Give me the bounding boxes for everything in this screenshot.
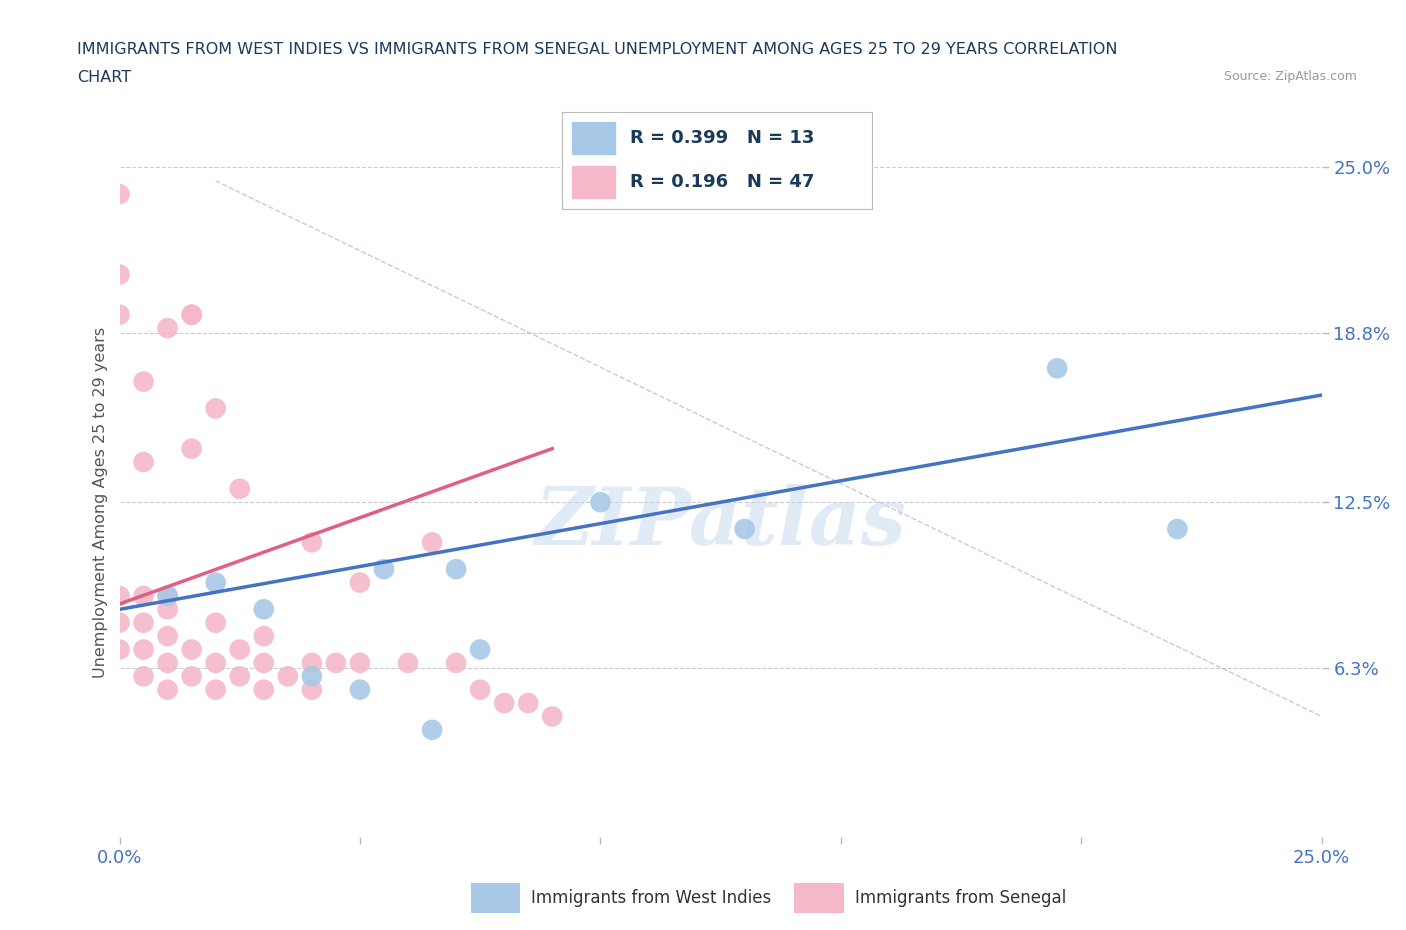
Point bbox=[204, 575, 226, 590]
Point bbox=[228, 482, 252, 497]
Point bbox=[325, 656, 347, 671]
Point bbox=[349, 683, 371, 698]
Point bbox=[253, 683, 276, 698]
Point bbox=[180, 642, 202, 657]
Text: Immigrants from West Indies: Immigrants from West Indies bbox=[531, 889, 772, 908]
Point bbox=[734, 522, 756, 537]
Point bbox=[132, 455, 155, 470]
Point bbox=[156, 683, 179, 698]
Point bbox=[180, 669, 202, 684]
Point bbox=[204, 683, 226, 698]
Point bbox=[301, 669, 323, 684]
Point bbox=[108, 307, 131, 322]
Point bbox=[132, 642, 155, 657]
Point bbox=[373, 562, 395, 577]
Point bbox=[253, 629, 276, 644]
Point bbox=[204, 401, 226, 416]
Point bbox=[444, 562, 467, 577]
Bar bbox=[572, 166, 614, 197]
Point bbox=[156, 629, 179, 644]
Point bbox=[108, 187, 131, 202]
Point bbox=[180, 307, 202, 322]
Text: R = 0.399   N = 13: R = 0.399 N = 13 bbox=[630, 129, 815, 147]
Point bbox=[541, 709, 564, 724]
Point bbox=[494, 696, 516, 711]
Point bbox=[468, 683, 492, 698]
Point bbox=[517, 696, 540, 711]
Point bbox=[301, 656, 323, 671]
Bar bbox=[572, 123, 614, 153]
Point bbox=[108, 589, 131, 604]
Point bbox=[108, 267, 131, 282]
Point bbox=[301, 683, 323, 698]
Point bbox=[1166, 522, 1188, 537]
Point bbox=[132, 589, 155, 604]
Point bbox=[1046, 361, 1069, 376]
Text: Source: ZipAtlas.com: Source: ZipAtlas.com bbox=[1223, 70, 1357, 83]
Y-axis label: Unemployment Among Ages 25 to 29 years: Unemployment Among Ages 25 to 29 years bbox=[93, 326, 108, 678]
Point bbox=[349, 575, 371, 590]
Text: Immigrants from Senegal: Immigrants from Senegal bbox=[855, 889, 1066, 908]
Point bbox=[228, 669, 252, 684]
Point bbox=[468, 642, 492, 657]
Text: R = 0.196   N = 47: R = 0.196 N = 47 bbox=[630, 173, 815, 191]
Text: ZIPatlas: ZIPatlas bbox=[534, 484, 907, 561]
Point bbox=[204, 656, 226, 671]
Point bbox=[228, 642, 252, 657]
Point bbox=[589, 495, 612, 510]
Point bbox=[396, 656, 419, 671]
Point bbox=[180, 441, 202, 456]
Text: IMMIGRANTS FROM WEST INDIES VS IMMIGRANTS FROM SENEGAL UNEMPLOYMENT AMONG AGES 2: IMMIGRANTS FROM WEST INDIES VS IMMIGRANT… bbox=[77, 42, 1118, 57]
Point bbox=[156, 656, 179, 671]
Point bbox=[253, 602, 276, 617]
Point bbox=[253, 656, 276, 671]
Point bbox=[132, 374, 155, 389]
Point bbox=[156, 602, 179, 617]
Text: CHART: CHART bbox=[77, 70, 131, 85]
Point bbox=[156, 589, 179, 604]
Point bbox=[204, 616, 226, 631]
Point bbox=[132, 616, 155, 631]
Point bbox=[108, 642, 131, 657]
Point bbox=[420, 535, 443, 550]
Point bbox=[277, 669, 299, 684]
Point bbox=[156, 321, 179, 336]
Point bbox=[180, 307, 202, 322]
Point bbox=[444, 656, 467, 671]
Point bbox=[349, 656, 371, 671]
Point bbox=[156, 589, 179, 604]
Point bbox=[108, 616, 131, 631]
Point bbox=[132, 669, 155, 684]
Point bbox=[301, 535, 323, 550]
Point bbox=[420, 723, 443, 737]
